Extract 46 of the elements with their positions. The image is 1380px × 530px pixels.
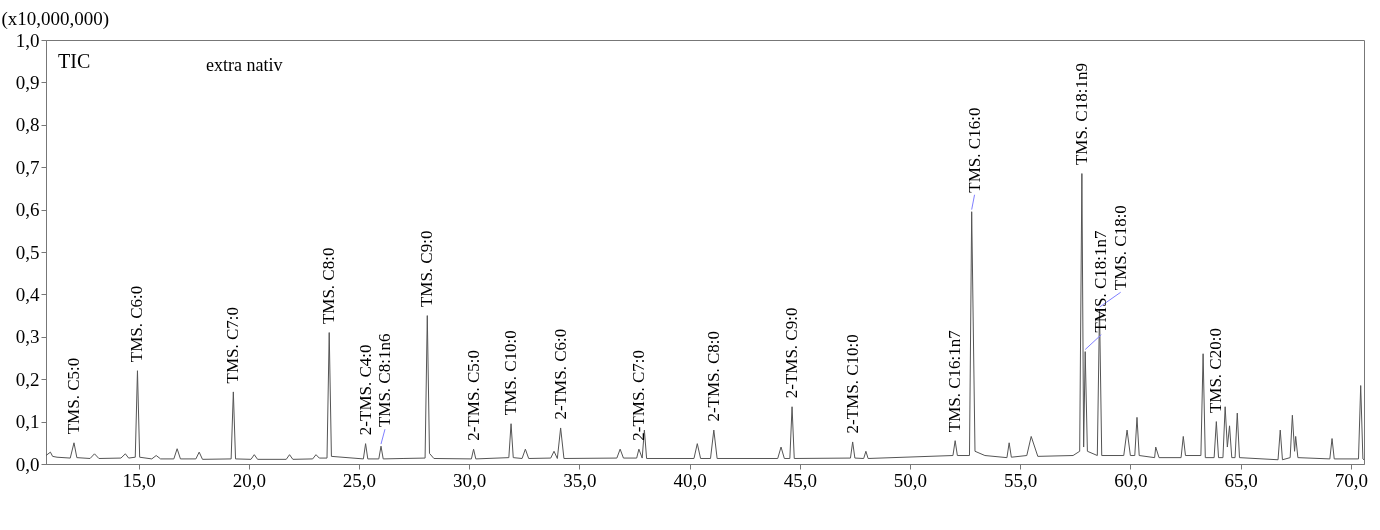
- annotation: TMS. C18:0: [1110, 205, 1130, 291]
- x-tick-label: 40,0: [673, 469, 707, 491]
- annotation: TMS. C16:1n7: [945, 329, 965, 433]
- annotation: TMS. C8:1n6: [374, 333, 394, 428]
- annotation: TMS. C16:0: [964, 107, 984, 193]
- x-tick-label: 15,0: [122, 469, 156, 491]
- y-tick-label: 0,4: [15, 283, 40, 305]
- annotation: TMS. C20:0: [1206, 328, 1226, 414]
- annotation: 2-TMS. C5:0: [463, 349, 483, 441]
- annotation: 2-TMS. C9:0: [782, 307, 802, 399]
- annotation: TMS. C18:1n7: [1091, 230, 1111, 333]
- annotation: TMS. C6:0: [127, 285, 147, 363]
- y-tick-label: 0,1: [15, 411, 40, 433]
- y-tick-label: 0,5: [15, 241, 40, 263]
- annotation: 2-TMS. C6:0: [550, 328, 570, 420]
- x-tick-label: 50,0: [893, 469, 928, 491]
- annotation: TMS. C9:0: [417, 230, 437, 308]
- annotation: 2-TMS. C10:0: [842, 334, 862, 434]
- y-tick-label: 0,8: [15, 114, 40, 136]
- x-tick-label: 45,0: [783, 469, 817, 491]
- y-tick-label: 0,2: [15, 368, 40, 390]
- annotation: TMS. C10:0: [501, 330, 521, 416]
- annotation: extra nativ: [206, 55, 283, 75]
- y-tick-label: 0,3: [15, 326, 40, 348]
- annotation: 2-TMS. C7:0: [628, 349, 648, 441]
- y-axis-title: (x10,000,000): [1, 7, 110, 30]
- y-tick-label: 1,0: [15, 29, 40, 51]
- annotation: TMS. C5:0: [63, 357, 83, 435]
- x-tick-label: 20,0: [232, 469, 266, 491]
- y-tick-label: 0,6: [15, 199, 40, 221]
- x-tick-label: 30,0: [453, 469, 487, 491]
- x-tick-label: 55,0: [1004, 469, 1038, 491]
- x-tick-label: 35,0: [563, 469, 597, 491]
- y-tick-label: 0,0: [15, 453, 40, 475]
- annotation: TMS. C18:1n9: [1071, 63, 1091, 166]
- annotation: TIC: [58, 50, 91, 72]
- x-tick-label: 60,0: [1114, 469, 1148, 491]
- x-tick-label: 70,0: [1334, 469, 1368, 491]
- annotation: TMS. C8:0: [319, 247, 339, 325]
- annotation: 2-TMS. C4:0: [355, 344, 375, 436]
- y-tick-label: 0,9: [15, 71, 40, 93]
- y-tick-label: 0,7: [15, 156, 40, 178]
- x-tick-label: 65,0: [1224, 469, 1258, 491]
- annotation: TMS. C7:0: [223, 306, 243, 384]
- annotation: 2-TMS. C8:0: [703, 330, 723, 422]
- x-tick-label: 25,0: [342, 469, 377, 491]
